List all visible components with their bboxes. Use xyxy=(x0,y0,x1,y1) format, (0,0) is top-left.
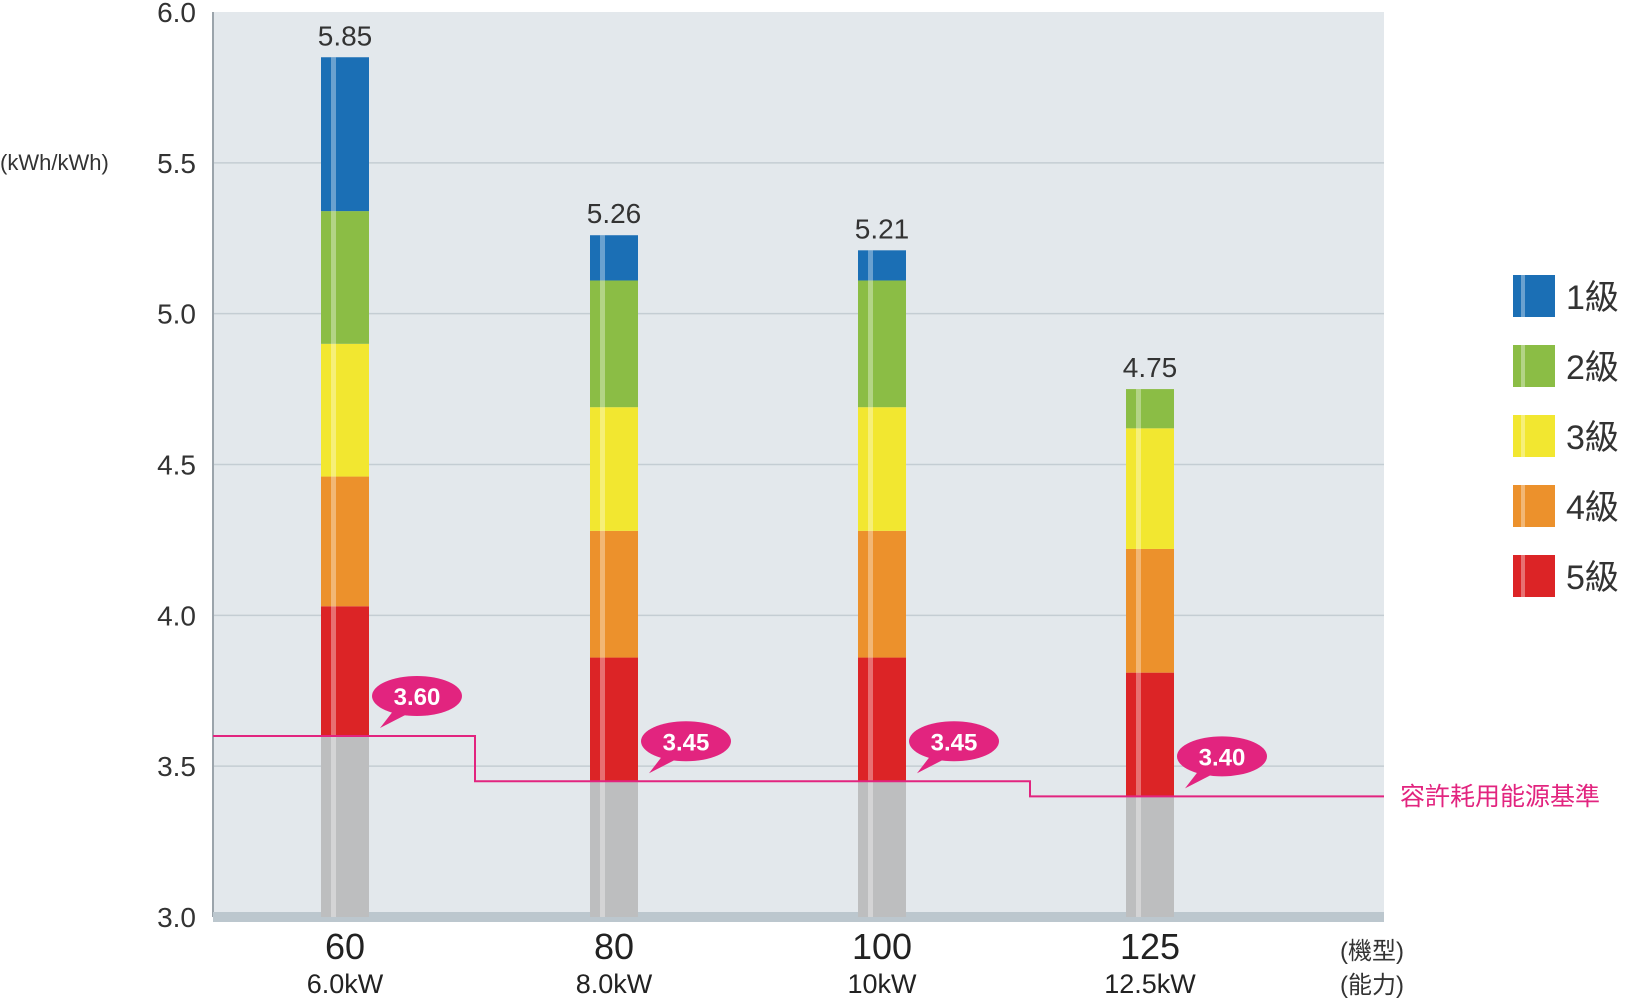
legend-item: 5級 xyxy=(1513,555,1619,597)
y-tick-label: 6.0 xyxy=(157,0,196,28)
bar-base-segment xyxy=(590,781,638,917)
bar-base-segment xyxy=(321,736,369,917)
legend-item: 1級 xyxy=(1513,275,1619,317)
grade-3-segment xyxy=(858,407,906,531)
legend-swatch-highlight xyxy=(1521,485,1525,527)
standard-bubble: 3.60 xyxy=(372,676,462,728)
legend-swatch xyxy=(1513,345,1555,387)
grade-4-segment xyxy=(858,530,906,658)
grade-4-segment xyxy=(590,530,638,658)
grade-3-segment xyxy=(1126,428,1174,549)
grade-4-segment xyxy=(1126,548,1174,673)
bar-80: 5.26 xyxy=(587,198,642,917)
legend-swatch xyxy=(1513,415,1555,457)
legend-label: 1級 xyxy=(1566,279,1619,317)
bar-base-segment xyxy=(1126,796,1174,917)
grid-lines xyxy=(213,162,1384,767)
total-value-label: 4.75 xyxy=(1123,352,1178,383)
x-capacity-label: 10kW xyxy=(847,969,917,999)
y-tick-labels: 6.0 5.5 5.0 4.5 4.0 3.5 3.0 xyxy=(157,0,196,933)
x-model-label: 80 xyxy=(594,926,634,967)
bubble-value-label: 3.40 xyxy=(1199,744,1246,771)
grade-4-segment xyxy=(321,476,369,607)
bubble-body xyxy=(372,676,462,716)
grade-5-segment xyxy=(590,657,638,782)
grade-2-segment xyxy=(1126,389,1174,429)
legend-item: 3級 xyxy=(1513,415,1619,457)
legend-swatch xyxy=(1513,555,1555,597)
bubble-body xyxy=(1177,736,1267,777)
bar-highlight xyxy=(1136,389,1141,917)
legend-label: 4級 xyxy=(1566,489,1619,527)
grade-3-segment xyxy=(590,407,638,531)
legend-label: 5級 xyxy=(1566,559,1619,597)
standard-bubble: 3.45 xyxy=(641,721,731,774)
y-tick-label: 5.0 xyxy=(157,299,196,330)
legend-swatch xyxy=(1513,485,1555,527)
legend-item: 2級 xyxy=(1513,345,1619,387)
x-capacity-label: 6.0kW xyxy=(307,969,384,999)
standard-bubble: 3.45 xyxy=(909,721,999,774)
bar-highlight xyxy=(600,235,605,917)
bubble-value-label: 3.45 xyxy=(931,729,978,756)
legend-label: 2級 xyxy=(1566,349,1619,387)
bar-100: 5.21 xyxy=(855,213,910,918)
grade-1-segment xyxy=(321,57,369,212)
legend-swatch-highlight xyxy=(1521,555,1525,597)
total-value-label: 5.21 xyxy=(855,213,910,244)
grade-5-segment xyxy=(321,606,369,736)
y-tick-label: 5.5 xyxy=(157,148,196,179)
x-axis-base xyxy=(213,912,1384,922)
legend-swatch-highlight xyxy=(1521,275,1525,317)
legend-item: 4級 xyxy=(1513,485,1619,527)
y-tick-label: 3.0 xyxy=(157,902,196,933)
x-model-label: 125 xyxy=(1120,926,1180,967)
y-tick-label: 4.5 xyxy=(157,450,196,481)
grade-2-segment xyxy=(590,280,638,408)
bubble-body xyxy=(909,721,999,762)
bar-60: 5.85 xyxy=(318,20,373,917)
y-tick-label: 3.5 xyxy=(157,751,196,782)
bubble-value-label: 3.45 xyxy=(663,729,710,756)
grade-2-segment xyxy=(321,211,369,344)
bar-base-segment xyxy=(858,781,906,917)
grade-1-segment xyxy=(590,235,638,281)
legend-swatch xyxy=(1513,275,1555,317)
grade-1-segment xyxy=(858,250,906,281)
legend: 1級 2級 3級 4級 5級 xyxy=(1513,275,1619,597)
x-capacity-label: 12.5kW xyxy=(1104,969,1196,999)
bar-highlight xyxy=(868,250,873,918)
grade-5-segment xyxy=(1126,672,1174,797)
legend-swatch-highlight xyxy=(1521,415,1525,457)
x-model-label: 60 xyxy=(325,926,365,967)
bars: 5.85 5.26 5.21 4.75 xyxy=(318,20,1178,918)
legend-label: 3級 xyxy=(1566,419,1619,457)
standard-bubble: 3.40 xyxy=(1177,736,1267,789)
grade-5-segment xyxy=(858,657,906,782)
bar-125: 4.75 xyxy=(1123,352,1178,917)
total-value-label: 5.85 xyxy=(318,20,373,51)
standard-line xyxy=(213,735,1384,798)
x-model-label: 100 xyxy=(852,926,912,967)
bar-highlight xyxy=(331,57,336,917)
bubble-value-label: 3.60 xyxy=(394,684,441,711)
x-capacity-label: 8.0kW xyxy=(576,969,653,999)
standard-line-group: 3.60 3.45 3.45 3.40 xyxy=(213,676,1384,798)
x-axis-note-capacity: (能力) xyxy=(1340,972,1404,999)
standard-label: 容許耗用能源基準 xyxy=(1400,783,1600,811)
legend-swatch-highlight xyxy=(1521,345,1525,387)
grade-2-segment xyxy=(858,280,906,408)
bubble-body xyxy=(641,721,731,762)
grade-3-segment xyxy=(321,343,369,477)
y-tick-label: 4.0 xyxy=(157,600,196,631)
y-axis-unit: (kWh/kWh) xyxy=(0,150,109,175)
x-axis-note-model: (機型) xyxy=(1340,938,1404,965)
total-value-label: 5.26 xyxy=(587,198,642,229)
